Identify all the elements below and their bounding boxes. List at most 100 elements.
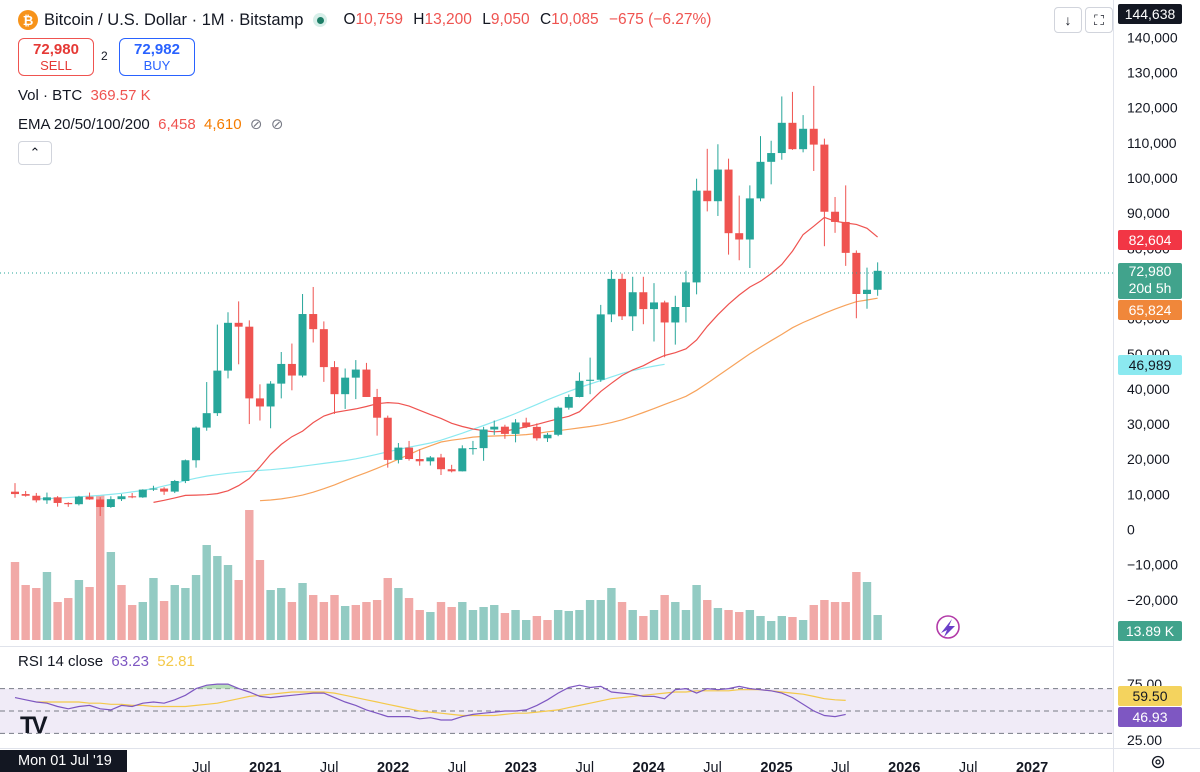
candle-body [490,426,499,430]
volume-bar [330,595,339,640]
time-axis-label: 2022 [377,760,409,772]
ohlc-values: O10,759 H13,200 L9,050 C10,085 −675 (−6.… [343,11,712,28]
candle-body [831,211,840,222]
candle-body [21,494,30,496]
volume-bar [426,612,435,640]
symbol-title[interactable]: Bitcoin / U.S. Dollar · 1M · Bitstamp [44,10,304,29]
candle-body [405,447,414,460]
ema-legend[interactable]: EMA 20/50/100/200 6,458 4,610 ⊘ ⊘ [18,116,284,133]
volume-bar [532,616,542,640]
volume-bar [53,602,62,640]
candle-body [319,329,328,368]
price-axis-label: 10,000 [1127,486,1170,502]
volume-bar [649,610,659,640]
rsi-legend-value: 63.23 [111,653,149,670]
candle-body [287,363,296,376]
fullscreen-icon[interactable]: ⛶ [1085,7,1113,33]
volume-bar [447,607,456,640]
sell-button[interactable]: 72,980 SELL [18,38,94,76]
ema50-legend-value: 4,610 [204,116,242,133]
candle-body [447,469,456,472]
volume-tag: 13.89 K [1118,621,1182,641]
candle-body [799,128,808,150]
volume-bar [394,588,403,640]
volume-bar [202,545,211,640]
candle-body [660,302,669,323]
low-value: 9,050 [490,11,530,28]
candle-body [245,326,254,399]
symbol-legend: ₿ Bitcoin / U.S. Dollar · 1M · Bitstamp … [18,10,711,30]
candle-body [128,496,137,498]
volume-bar [340,606,350,640]
volume-bar [223,565,233,640]
candle-body [74,496,83,505]
candle-body [820,144,829,212]
time-axis-label: Jul [192,760,211,772]
volume-bar [170,585,179,640]
candle-body [607,278,616,315]
time-axis-label: Jul [703,760,722,772]
candle-body [873,270,882,290]
rsi-tag: 46.93 [1118,707,1182,727]
candle-body [841,221,850,253]
volume-bar [596,600,605,640]
volume-bar [383,578,392,640]
candle-body [341,377,350,395]
close-value: 10,085 [551,11,599,28]
ema20-legend-value: 6,458 [158,116,196,133]
collapse-legend-button[interactable]: ⌃ [18,141,52,165]
volume-bar [745,610,755,640]
candle-body [745,198,754,240]
candle-body [170,480,179,492]
candle-body [415,459,424,462]
volume-bar [10,562,20,640]
volume-bar [511,610,520,640]
time-axis-label: Jul [448,760,467,772]
volume-bar [42,572,52,640]
candle-body [298,314,307,376]
buy-price: 72,982 [134,41,180,58]
tradingview-logo[interactable]: TV [20,712,48,739]
volume-legend[interactable]: Vol · BTC 369.57 K [18,87,151,104]
time-axis-label: Jul [959,760,978,772]
ema20-price-tag: 82,604 [1118,230,1182,250]
bitcoin-icon: ₿ [18,10,38,30]
candle-body [330,367,339,395]
download-icon[interactable]: ↓ [1054,7,1082,33]
volume-bar [415,610,424,640]
candle-body [500,426,509,434]
settings-icon[interactable] [1150,754,1166,770]
volume-bar [64,598,73,640]
open-value: 10,759 [355,11,403,28]
price-axis-label: 130,000 [1127,65,1178,81]
time-axis-label: 2021 [249,760,281,772]
buy-button[interactable]: 72,982 BUY [119,38,195,76]
volume-bar [692,585,701,640]
volume-bar [181,588,190,640]
volume-bar [127,605,137,640]
sparkle-assistant-icon[interactable] [932,613,962,641]
volume-bar [681,610,691,640]
candle-body [639,292,648,310]
candle-body [53,497,62,503]
candle-body [181,460,190,481]
volume-bar [777,616,786,640]
candle-body [511,422,520,434]
rsi-ma-legend-value: 52.81 [157,653,195,670]
volume-bar [713,608,723,640]
rsi-legend[interactable]: RSI 14 close 63.23 52.81 [18,653,195,670]
ema100-price-tag: 46,989 [1118,355,1182,375]
last-price-tag: 72,980 20d 5h [1118,263,1182,299]
candle-body [735,233,744,240]
time-axis-label: Jul [320,760,339,772]
candle-body [554,407,563,435]
volume-bar [362,602,371,640]
volume-bar [873,615,882,640]
sell-label: SELL [40,58,72,73]
candle-body [756,161,765,199]
volume-bar [500,613,510,640]
volume-bar [788,617,797,640]
volume-bar [266,590,275,640]
